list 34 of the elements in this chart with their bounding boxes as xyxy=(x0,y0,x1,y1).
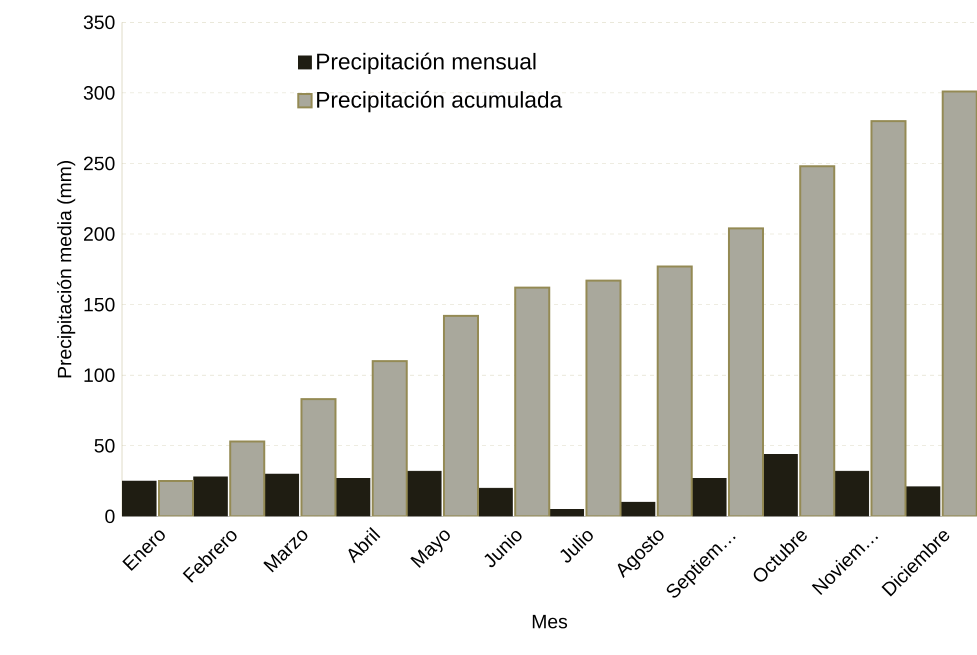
bar xyxy=(799,165,836,516)
bar xyxy=(763,454,798,516)
bar xyxy=(336,478,370,516)
y-tick-label: 150 xyxy=(84,298,115,312)
bar xyxy=(122,480,157,516)
bar xyxy=(692,478,727,516)
x-tick-label: Julio xyxy=(560,530,593,563)
bar xyxy=(229,440,266,516)
y-axis-title: Precipitación media (mm) xyxy=(56,160,76,378)
bar xyxy=(300,398,336,516)
y-tick-label: 0 xyxy=(105,509,115,524)
bar xyxy=(264,474,300,516)
legend-label: Precipitación mensual xyxy=(317,52,536,74)
bar xyxy=(728,227,764,516)
bar xyxy=(906,486,940,516)
y-tick-label: 350 xyxy=(84,15,115,30)
y-tick-label: 300 xyxy=(84,86,115,100)
y-tick-label: 100 xyxy=(84,368,115,382)
bar xyxy=(585,280,622,516)
bar xyxy=(372,360,408,516)
bar xyxy=(514,286,550,516)
bar xyxy=(407,470,442,516)
bar xyxy=(834,470,870,516)
y-tick-label: 200 xyxy=(84,227,115,241)
bar xyxy=(442,314,479,516)
x-axis-title: Mes xyxy=(532,614,568,628)
bar xyxy=(193,476,228,516)
y-tick-label: 50 xyxy=(94,438,115,453)
bar xyxy=(620,502,656,516)
legend-label: Precipitación acumulada xyxy=(317,90,562,112)
bar xyxy=(550,508,584,516)
bar xyxy=(478,488,513,516)
y-tick-label: 250 xyxy=(84,156,115,170)
bar xyxy=(870,120,906,516)
